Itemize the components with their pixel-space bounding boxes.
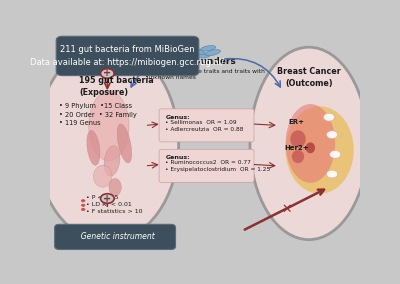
Ellipse shape (104, 146, 120, 176)
Text: 195 gut bacteria
(Exposure): 195 gut bacteria (Exposure) (80, 76, 154, 97)
Text: +: + (103, 68, 112, 78)
Ellipse shape (200, 45, 216, 51)
Text: ER+: ER+ (288, 118, 304, 125)
Text: Genetic instrument: Genetic instrument (76, 232, 154, 241)
Ellipse shape (36, 45, 179, 242)
Text: • Exclude duplicate traits and traits with
  unknown names: • Exclude duplicate traits and traits wi… (143, 69, 265, 80)
Ellipse shape (87, 130, 100, 165)
Ellipse shape (250, 47, 368, 240)
Text: Confounders: Confounders (171, 57, 236, 66)
Ellipse shape (89, 91, 129, 161)
Circle shape (326, 131, 338, 139)
Ellipse shape (93, 165, 112, 187)
Circle shape (326, 170, 338, 178)
Ellipse shape (292, 150, 304, 163)
Text: Genus:: Genus: (165, 114, 190, 120)
Ellipse shape (286, 106, 354, 194)
Text: Her2+: Her2+ (284, 145, 309, 151)
FancyBboxPatch shape (56, 36, 199, 76)
Text: Genus:: Genus: (165, 155, 190, 160)
Text: • 9 Phylum  •15 Class
• 20 Order  • 32 Family
• 119 Genus: • 9 Phylum •15 Class • 20 Order • 32 Fam… (59, 103, 137, 126)
FancyBboxPatch shape (55, 224, 176, 249)
Ellipse shape (306, 142, 315, 153)
Text: • Sellimonas  OR = 1.09
• Adlercreutzia  OR = 0.88: • Sellimonas OR = 1.09 • Adlercreutzia O… (165, 120, 244, 131)
Circle shape (100, 194, 114, 203)
Circle shape (330, 151, 341, 158)
FancyBboxPatch shape (159, 149, 254, 182)
Text: +: + (103, 193, 112, 204)
Ellipse shape (117, 124, 132, 163)
Circle shape (136, 72, 141, 76)
Ellipse shape (286, 104, 335, 183)
Circle shape (100, 69, 114, 78)
Ellipse shape (189, 48, 205, 55)
Ellipse shape (205, 50, 220, 56)
Circle shape (81, 199, 85, 202)
Ellipse shape (290, 130, 306, 148)
Text: Breast Cancer
(Outcome): Breast Cancer (Outcome) (277, 67, 341, 88)
Circle shape (324, 113, 334, 121)
Ellipse shape (197, 54, 210, 58)
Circle shape (81, 204, 85, 207)
Text: • P < 1E-5
• LD R² < 0.01
• F statistics > 10: • P < 1E-5 • LD R² < 0.01 • F statistics… (86, 195, 142, 214)
Ellipse shape (109, 178, 121, 196)
Text: • Ruminococcus2  OR = 0.77
• Erysipelatoclostridium  OR = 1.25: • Ruminococcus2 OR = 0.77 • Erysipelatoc… (165, 160, 270, 172)
FancyBboxPatch shape (159, 109, 254, 142)
Text: 211 gut bacteria from MiBioGen
Data available at: https://mibiogen.gcc.rug.nl/: 211 gut bacteria from MiBioGen Data avai… (30, 45, 224, 67)
Text: ✕: ✕ (282, 203, 292, 216)
Ellipse shape (185, 54, 197, 60)
Circle shape (81, 208, 85, 211)
